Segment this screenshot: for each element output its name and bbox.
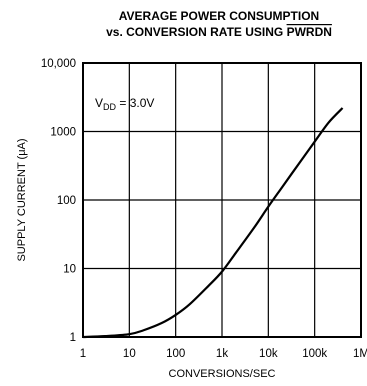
x-axis-label: CONVERSIONS/SEC [169,368,276,380]
y-tick-label: 1 [70,332,76,344]
y-tick-label: 100 [57,195,76,207]
x-tick-labels: 1 10 100 1k 10k 100k 1M [80,348,367,360]
vdd-annotation: VDD = 3.0V [95,96,154,112]
y-tick-label: 10,000 [41,58,76,70]
y-tick-labels: 1 10 100 1000 10,000 [41,58,76,344]
chart-title-line1: AVERAGE POWER CONSUMPTION [119,9,319,23]
y-axis-label: SUPPLY CURRENT (μA) [16,138,28,261]
x-tick-label: 1M [353,348,367,360]
x-tick-label: 100k [302,348,327,360]
chart-title-line2: vs. CONVERSION RATE USING PWRDN [106,25,332,39]
x-tick-label: 100 [166,348,185,360]
x-tick-label: 1k [216,348,228,360]
pwrdn-overbar-label: PWRDN [287,25,332,39]
x-tick-label: 10k [259,348,278,360]
x-tick-label: 10 [123,348,136,360]
y-tick-label: 1000 [50,127,76,139]
x-tick-label: 1 [80,348,86,360]
series-line-supply-current [82,107,344,339]
y-tick-label: 10 [63,264,76,276]
plot-frame [82,62,362,338]
grid [83,63,361,337]
